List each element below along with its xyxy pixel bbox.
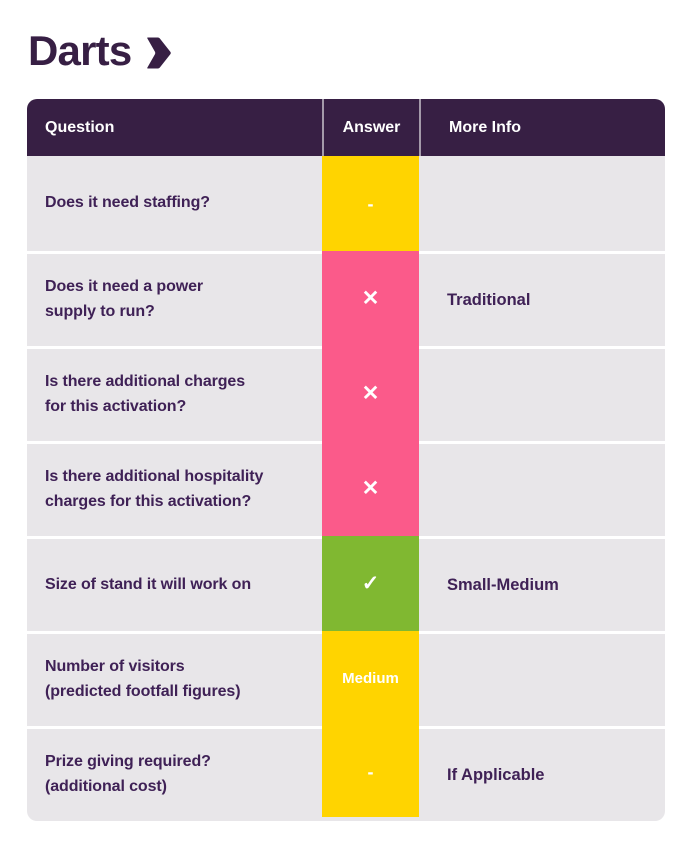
answer-value: - xyxy=(367,193,374,214)
table-row: Does it need staffing? - xyxy=(27,156,665,251)
more-info-cell xyxy=(419,631,665,726)
answer-cell: ✕ xyxy=(322,441,419,536)
answer-cell: - xyxy=(322,726,419,821)
answer-value: ✕ xyxy=(361,287,380,310)
page-title: Darts xyxy=(28,27,132,74)
comparison-table: Question Answer More Info Does it need s… xyxy=(27,99,665,821)
more-info-cell: If Applicable xyxy=(419,726,665,821)
answer-value: - xyxy=(367,761,374,782)
more-info-cell xyxy=(419,156,665,251)
table-row: Is there additional charges for this act… xyxy=(27,346,665,441)
table-row: Does it need a power supply to run? ✕ Tr… xyxy=(27,251,665,346)
table-row: Is there additional hospitality charges … xyxy=(27,441,665,536)
page-title-link[interactable]: Darts xyxy=(28,26,692,76)
table-row: Prize giving required? (additional cost)… xyxy=(27,726,665,821)
answer-cell: ✓ xyxy=(322,536,419,631)
chevron-right-icon xyxy=(146,37,172,69)
more-info-cell xyxy=(419,346,665,441)
question-cell: Is there additional hospitality charges … xyxy=(27,441,322,536)
header-question: Question xyxy=(45,118,115,136)
header-answer: Answer xyxy=(322,99,419,156)
table-row: Size of stand it will work on ✓ Small-Me… xyxy=(27,536,665,631)
question-cell: Does it need staffing? xyxy=(27,156,322,251)
answer-cell: Medium xyxy=(322,631,419,726)
more-info-cell: Small-Medium xyxy=(419,536,665,631)
answer-value: ✓ xyxy=(361,572,380,595)
question-cell: Number of visitors (predicted footfall f… xyxy=(27,631,322,726)
table-header-row: Question Answer More Info xyxy=(27,99,665,156)
answer-value: ✕ xyxy=(361,477,380,500)
answer-value: Medium xyxy=(342,670,399,687)
header-more-info: More Info xyxy=(419,99,665,156)
question-cell: Prize giving required? (additional cost) xyxy=(27,726,322,821)
question-cell: Size of stand it will work on xyxy=(27,536,322,631)
answer-value: ✕ xyxy=(361,382,380,405)
more-info-cell: Traditional xyxy=(419,251,665,346)
question-cell: Does it need a power supply to run? xyxy=(27,251,322,346)
answer-cell: ✕ xyxy=(322,346,419,441)
question-cell: Is there additional charges for this act… xyxy=(27,346,322,441)
table-row: Number of visitors (predicted footfall f… xyxy=(27,631,665,726)
answer-cell: - xyxy=(322,156,419,251)
more-info-cell xyxy=(419,441,665,536)
page: Darts Question Answer More Info Does it … xyxy=(0,26,692,852)
answer-cell: ✕ xyxy=(322,251,419,346)
